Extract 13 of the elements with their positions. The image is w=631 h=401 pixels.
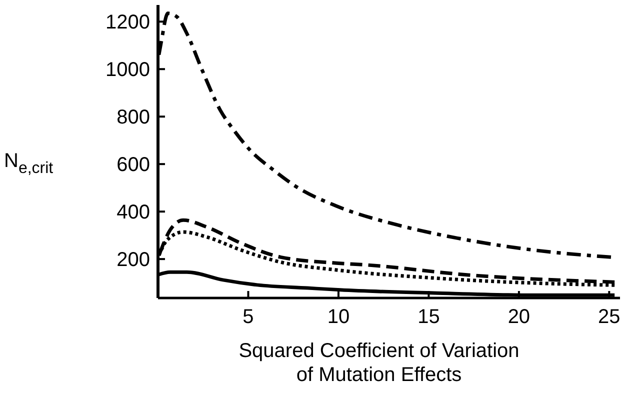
x-tick-label: 10 xyxy=(327,306,350,328)
x-tick-label: 20 xyxy=(508,306,530,328)
x-tick-label: 5 xyxy=(242,306,254,328)
y-tick-label: 1000 xyxy=(106,59,150,82)
y-tick-label: 600 xyxy=(116,154,150,176)
y-tick-label: 1200 xyxy=(106,12,150,34)
y-tick-label: 800 xyxy=(116,106,150,129)
x-axis-title: Squared Coefficient of Variation of Mutation Effects xyxy=(238,340,520,386)
y-tick-label: 200 xyxy=(116,249,150,272)
y-tick-label: 400 xyxy=(116,202,150,224)
y-axis-title: N$_{e,crit}$ xyxy=(4,150,54,177)
x-tick-label: 15 xyxy=(418,306,440,328)
x-tick-label: 25 xyxy=(598,306,620,328)
